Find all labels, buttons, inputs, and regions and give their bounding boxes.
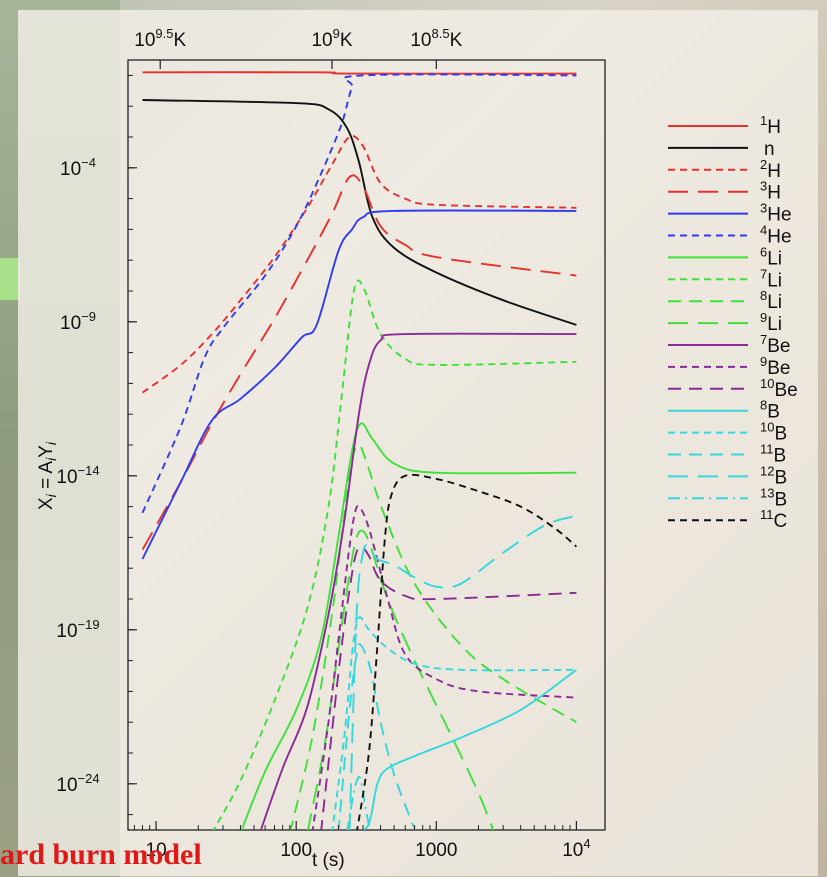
series-line-8-li [289, 444, 577, 830]
top-tick-label: 109K [311, 26, 352, 51]
plot-frame [127, 59, 606, 831]
axis-ticks: 10 100 1000 104 10−4 10−9 10−14 10−19 10−24 109.5… [56, 26, 590, 861]
y-tick-label: 10−14 [56, 463, 99, 488]
x-tick-label: 10 [146, 840, 167, 861]
series-line-7-li [212, 279, 577, 830]
series-line-9-li [306, 529, 495, 830]
series-lines [141, 71, 578, 830]
legend-label-3-he: 3He [760, 201, 792, 226]
series-line-7-be [259, 332, 577, 830]
x-tick-label: 1000 [415, 840, 457, 861]
legend-label-10-be: 10Be [760, 376, 798, 401]
top-tick-label: 108.5K [410, 26, 462, 51]
legend-label-12-b: 12B [760, 463, 787, 488]
y-tick-label: 10−24 [56, 771, 99, 796]
legend: 1Hn2H3H3He4He6Li7Li8Li9Li7Be9Be10Be8B10B… [668, 113, 798, 532]
legend-label-7-li: 7Li [760, 266, 782, 291]
series-line-3-h [141, 174, 577, 551]
y-tick-label: 10−19 [56, 617, 99, 642]
legend-label-n: n [764, 139, 775, 160]
top-tick-label: 109.5K [134, 26, 186, 51]
legend-label-6-li: 6Li [760, 244, 782, 269]
legend-label-2-h: 2H [760, 157, 781, 182]
legend-label-9-be: 9Be [760, 354, 790, 379]
x-tick-label: 104 [562, 836, 590, 861]
chart-panel [18, 10, 818, 876]
x-tick-label: 100 [280, 840, 312, 861]
slide-accent-tab [0, 258, 20, 300]
legend-label-1-h: 1H [760, 113, 781, 138]
series-line-12-b [348, 514, 577, 830]
series-line-10-b [331, 616, 577, 830]
legend-label-3-h: 3H [760, 179, 781, 204]
series-line-6-li [240, 422, 577, 830]
legend-label-8-li: 8Li [760, 288, 782, 313]
legend-label-4-he: 4He [760, 223, 792, 248]
x-axis-label: t (s) [312, 850, 345, 871]
y-tick-label: 10−9 [60, 309, 96, 334]
y-axis-label: Xi = AiYi [36, 441, 59, 510]
slide-footer-title: ard burn model [0, 838, 202, 871]
y-tick-label: 10−4 [60, 155, 96, 180]
series-line-8-b [362, 669, 577, 830]
legend-label-11-c: 11C [760, 507, 787, 532]
series-line-3-he [141, 209, 577, 560]
legend-label-9-li: 9Li [760, 310, 782, 335]
series-line-9-be [311, 505, 577, 830]
series-line-11-b [337, 643, 417, 830]
legend-label-8-b: 8B [760, 398, 780, 423]
legend-label-13-b: 13B [760, 485, 787, 510]
legend-label-10-b: 10B [760, 420, 787, 445]
series-line-13-b [346, 776, 372, 830]
series-line-2-h [141, 135, 577, 394]
series-line-10-be [320, 545, 577, 830]
series-line-n [142, 99, 577, 326]
series-line-1-h [142, 71, 577, 75]
legend-label-7-be: 7Be [760, 332, 790, 357]
series-line-4-he [141, 73, 577, 514]
legend-label-11-b: 11B [760, 442, 786, 467]
